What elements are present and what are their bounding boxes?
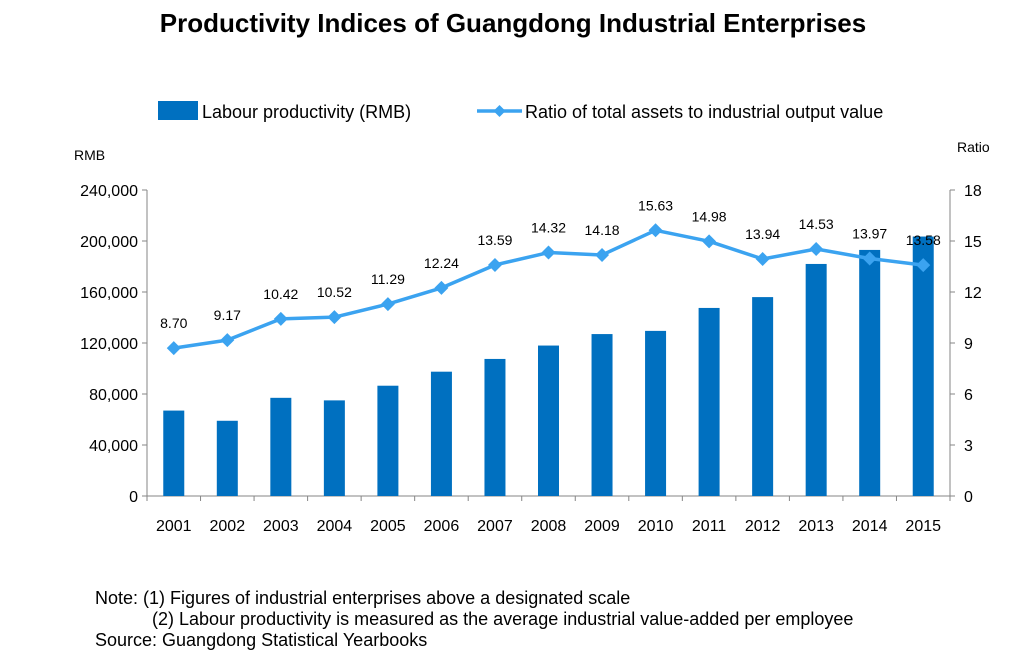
ratio-marker — [541, 245, 556, 260]
bar — [484, 358, 506, 496]
ratio-data-label: 14.18 — [585, 222, 620, 238]
bar — [216, 420, 238, 496]
ratio-marker — [648, 223, 663, 238]
ratio-marker — [273, 311, 288, 326]
x-tick-label: 2012 — [745, 518, 781, 535]
ratio-data-label: 10.42 — [263, 286, 298, 302]
line-series: 8.70 9.17 10.42 10.52 11.29 12.24 13.59 14.32 14… — [160, 197, 941, 356]
notes: Note: (1) Figures of industrial enterpri… — [95, 588, 853, 651]
right-tick-label: 15 — [964, 234, 982, 251]
x-tick-label: 2004 — [317, 518, 353, 535]
ratio-data-label: 14.32 — [531, 220, 566, 236]
left-axis-unit: RMB — [74, 147, 105, 163]
note-line-2: (2) Labour productivity is measured as t… — [152, 609, 854, 629]
left-tick-label: 120,000 — [80, 336, 138, 353]
ratio-data-label: 13.58 — [906, 232, 941, 248]
right-tick-label: 0 — [964, 489, 973, 506]
ratio-marker — [755, 252, 770, 267]
legend-line-label: Ratio of total assets to industrial outp… — [525, 102, 883, 122]
ratio-data-label: 13.97 — [852, 226, 887, 242]
x-tick-label: 2011 — [692, 518, 727, 535]
right-tick-label: 6 — [964, 387, 973, 404]
x-tick-label: 2006 — [424, 518, 460, 535]
ratio-marker — [916, 258, 931, 273]
ratio-data-label: 15.63 — [638, 197, 673, 213]
right-tick-label: 9 — [964, 336, 973, 353]
x-tick-label: 2007 — [477, 518, 513, 535]
left-tick-label: 80,000 — [89, 387, 138, 404]
ratio-data-label: 14.53 — [799, 216, 834, 232]
bar-series — [163, 236, 934, 496]
ratio-marker — [809, 241, 824, 256]
bar — [591, 334, 613, 496]
bar — [912, 236, 934, 496]
left-tick-label: 40,000 — [89, 438, 138, 455]
ratio-data-label: 12.24 — [424, 255, 459, 271]
ratio-data-label: 13.59 — [477, 232, 512, 248]
left-tick-label: 0 — [129, 489, 138, 506]
legend-bar-swatch — [158, 101, 198, 120]
bar — [270, 397, 292, 496]
ratio-marker — [702, 234, 717, 249]
right-tick-label: 12 — [964, 285, 982, 302]
bar — [698, 307, 720, 496]
x-tick-label: 2003 — [263, 518, 299, 535]
ratio-marker — [380, 297, 395, 312]
x-tick-label: 2015 — [905, 518, 941, 535]
axes: 0 40,000 80,000 120,000 160,000 200,000 240,00… — [74, 139, 990, 535]
ratio-marker — [327, 310, 342, 325]
x-tick-label: 2013 — [798, 518, 834, 535]
left-tick-label: 200,000 — [80, 234, 138, 251]
bar — [859, 249, 881, 496]
ratio-marker — [595, 247, 610, 262]
x-tick-label: 2008 — [531, 518, 567, 535]
ratio-data-label: 11.29 — [371, 271, 405, 287]
ratio-marker — [220, 333, 235, 348]
x-tick-label: 2010 — [638, 518, 674, 535]
ratio-marker — [434, 280, 449, 295]
bar — [645, 330, 667, 496]
legend-line-marker — [493, 105, 506, 117]
bar — [805, 263, 827, 496]
ratio-marker — [862, 251, 877, 266]
legend: Labour productivity (RMB) Ratio of total … — [158, 101, 883, 122]
right-tick-label: 18 — [964, 183, 982, 200]
x-tick-label: 2001 — [156, 518, 192, 535]
ratio-marker — [166, 341, 181, 356]
x-tick-label: 2005 — [370, 518, 406, 535]
note-line-1: Note: (1) Figures of industrial enterpri… — [95, 588, 631, 608]
ratio-marker — [487, 257, 502, 272]
chart-title: Productivity Indices of Guangdong Indust… — [159, 8, 867, 38]
right-tick-label: 3 — [964, 438, 973, 455]
bar — [323, 400, 345, 496]
bar — [752, 297, 774, 496]
bar — [377, 385, 399, 496]
ratio-data-label: 8.70 — [160, 315, 187, 331]
source-line: Source: Guangdong Statistical Yearbooks — [95, 630, 428, 650]
right-axis-unit: Ratio — [957, 139, 990, 155]
bar — [163, 410, 185, 496]
x-tick-label: 2014 — [852, 518, 888, 535]
ratio-data-label: 13.94 — [745, 226, 780, 242]
legend-bar-label: Labour productivity (RMB) — [202, 102, 411, 122]
ratio-data-label: 10.52 — [317, 284, 352, 300]
ratio-data-label: 9.17 — [214, 307, 241, 323]
x-tick-label: 2002 — [210, 518, 246, 535]
bar — [538, 345, 559, 496]
bar — [430, 371, 452, 496]
ratio-data-label: 14.98 — [692, 208, 727, 224]
left-tick-label: 240,000 — [80, 183, 138, 200]
x-tick-label: 2009 — [584, 518, 620, 535]
left-tick-label: 160,000 — [80, 285, 138, 302]
